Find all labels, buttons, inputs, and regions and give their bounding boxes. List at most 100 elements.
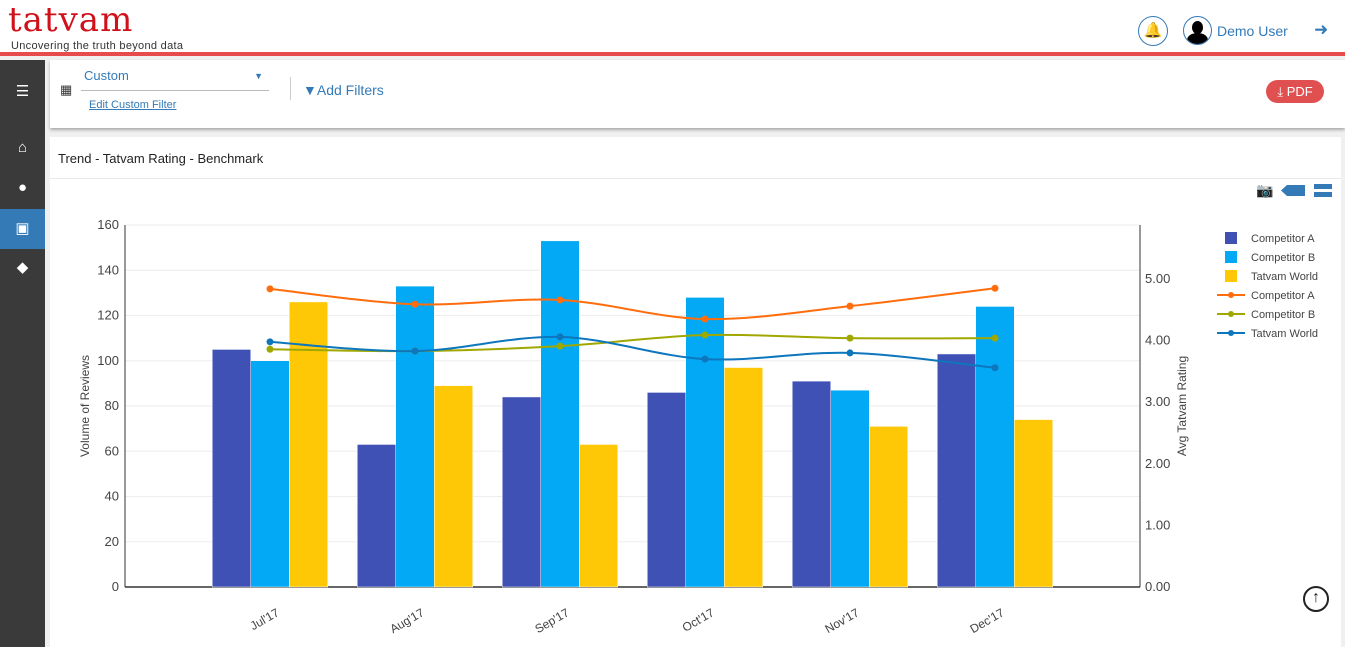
line-point xyxy=(991,334,999,342)
bar xyxy=(1014,419,1053,588)
home-icon[interactable]: ⌂ xyxy=(17,139,28,156)
line-point xyxy=(556,296,564,304)
tagline: Uncovering the truth beyond data xyxy=(11,40,184,52)
logout-icon[interactable]: ➜ xyxy=(1314,20,1329,39)
bar xyxy=(937,353,976,588)
x-tick-label: Oct'17 xyxy=(680,605,717,634)
y-axis-label: Volume of Reviews xyxy=(78,355,92,457)
legend-label: Competitor B xyxy=(1251,252,1315,264)
avatar[interactable] xyxy=(1183,16,1212,45)
bar xyxy=(724,367,763,588)
y-tick-label: 100 xyxy=(97,353,119,368)
series-line xyxy=(269,335,996,369)
y-tick-label: 0 xyxy=(112,579,119,594)
legend-marker xyxy=(1228,311,1234,317)
bar xyxy=(212,349,251,588)
add-filters-button[interactable]: ▼Add Filters xyxy=(303,82,384,98)
y-tick-label: 20 xyxy=(105,534,119,549)
y2-tick-label: 5.00 xyxy=(1145,271,1170,286)
calendar-icon[interactable]: ▣ xyxy=(0,209,45,249)
filter-icon: ▼ xyxy=(303,82,317,98)
legend-swatch xyxy=(1225,270,1237,282)
compare-icon[interactable] xyxy=(1314,184,1332,189)
legend-label: Competitor A xyxy=(1251,233,1315,245)
legend-label: Tatvam World xyxy=(1251,271,1318,283)
user-name[interactable]: Demo User xyxy=(1217,23,1288,39)
camera-icon[interactable]: 📷 xyxy=(1256,182,1274,198)
bars-icon[interactable]: ☰ xyxy=(15,83,30,100)
bar xyxy=(792,380,831,588)
x-tick-label: Dec'17 xyxy=(967,605,1006,636)
line-point xyxy=(411,300,419,308)
line-point xyxy=(846,334,854,342)
y-tick-label: 40 xyxy=(105,489,119,504)
logo: tatvam xyxy=(8,0,134,40)
add-filters-label: Add Filters xyxy=(316,82,384,98)
pdf-button[interactable]: ⤓ PDF xyxy=(1266,80,1324,103)
bar xyxy=(975,306,1015,588)
tag-icon[interactable] xyxy=(1281,185,1305,196)
bar xyxy=(357,444,396,588)
bar xyxy=(540,240,580,588)
y2-tick-label: 2.00 xyxy=(1145,456,1170,471)
legend-label: Competitor B xyxy=(1251,309,1315,321)
x-tick-label: Aug'17 xyxy=(387,605,426,636)
y2-axis-label: Avg Tatvam Rating xyxy=(1175,356,1189,456)
y2-tick-label: 4.00 xyxy=(1145,333,1170,348)
bar xyxy=(395,285,435,588)
sidebar: ☰ ⌂ ● ▣ ◆ xyxy=(0,60,45,647)
line-point xyxy=(556,342,564,350)
tags-icon[interactable]: ◆ xyxy=(16,259,29,276)
legend-marker xyxy=(1228,292,1234,298)
y-tick-label: 80 xyxy=(105,398,119,413)
legend-label: Competitor A xyxy=(1251,290,1315,302)
line-point xyxy=(991,284,999,292)
y-tick-label: 140 xyxy=(97,262,119,277)
bar xyxy=(647,392,686,588)
comment-icon[interactable]: ● xyxy=(17,179,28,196)
y2-tick-label: 3.00 xyxy=(1145,394,1170,409)
bar xyxy=(434,385,473,588)
bar xyxy=(250,360,290,588)
bar xyxy=(502,396,541,588)
line-point xyxy=(701,355,709,363)
bell-icon[interactable]: 🔔 xyxy=(1138,16,1168,46)
download-icon: ⤓ xyxy=(1277,84,1284,99)
calendar-icon: ▦ xyxy=(60,82,73,97)
line-point xyxy=(266,338,274,346)
legend-swatch xyxy=(1225,232,1237,244)
y-tick-label: 160 xyxy=(97,217,119,232)
compare-icon-lower xyxy=(1314,192,1332,197)
date-range-select[interactable]: Custom ▼ xyxy=(81,68,269,91)
bar xyxy=(830,389,870,588)
bar xyxy=(869,426,908,588)
top-bar: tatvam Uncovering the truth beyond data … xyxy=(0,0,1345,56)
y-tick-label: 60 xyxy=(105,443,119,458)
edit-custom-filter-link[interactable]: Edit Custom Filter xyxy=(89,99,177,111)
divider xyxy=(50,178,1341,179)
pdf-label: PDF xyxy=(1286,84,1313,99)
series-line xyxy=(269,333,996,353)
x-tick-label: Nov'17 xyxy=(822,605,861,636)
y2-tick-label: 0.00 xyxy=(1145,579,1170,594)
divider xyxy=(290,77,291,100)
line-point xyxy=(701,331,709,339)
x-tick-label: Sep'17 xyxy=(532,605,571,636)
filter-bar: ▦ Custom ▼ Edit Custom Filter ▼Add Filter… xyxy=(50,60,1345,128)
chevron-down-icon: ▼ xyxy=(254,71,263,81)
legend-marker xyxy=(1228,330,1234,336)
arrow-up-icon[interactable]: ↑ xyxy=(1303,586,1329,612)
x-tick-label: Jul'17 xyxy=(248,605,282,633)
line-point xyxy=(991,364,999,372)
y2-tick-label: 1.00 xyxy=(1145,517,1170,532)
legend-swatch xyxy=(1225,251,1237,263)
y-tick-label: 120 xyxy=(97,308,119,323)
series-line xyxy=(269,287,996,321)
line-point xyxy=(846,302,854,310)
bar xyxy=(685,297,725,588)
line-point xyxy=(846,349,854,357)
line-point xyxy=(701,315,709,323)
line-point xyxy=(266,285,274,293)
line-point xyxy=(556,333,564,341)
